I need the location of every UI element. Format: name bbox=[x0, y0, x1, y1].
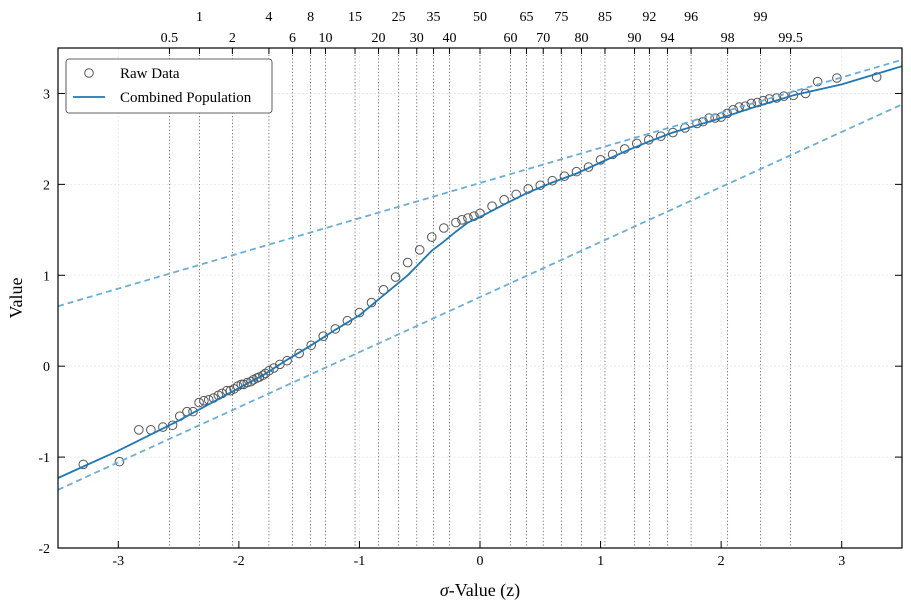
top-percentile-label-upper: 35 bbox=[427, 10, 441, 25]
raw-data-point bbox=[583, 162, 594, 172]
legend: Raw Data Combined Population bbox=[65, 58, 273, 114]
y-axis-title: Value bbox=[6, 277, 26, 318]
top-percentile-label-lower: 0.5 bbox=[161, 31, 179, 46]
x-axis-title-symbol: σ bbox=[440, 580, 450, 600]
raw-data-point bbox=[199, 395, 209, 406]
top-percentile-label-lower: 80 bbox=[574, 31, 588, 46]
top-percentile-label-lower: 30 bbox=[410, 31, 424, 46]
raw-data-point bbox=[282, 355, 292, 366]
top-percentile-label-lower: 10 bbox=[318, 31, 332, 46]
y-tick-label: -2 bbox=[38, 542, 50, 557]
raw-data-point bbox=[318, 331, 329, 341]
raw-data-point bbox=[451, 217, 461, 228]
top-percentile-label-lower: 20 bbox=[372, 31, 386, 46]
combined-population-line bbox=[57, 65, 903, 479]
top-percentile-label-lower: 94 bbox=[660, 31, 674, 46]
raw-data-point bbox=[294, 348, 304, 359]
top-percentile-label-upper: 15 bbox=[348, 10, 362, 25]
confidence-bound-line bbox=[57, 58, 903, 308]
raw-data-point bbox=[668, 127, 678, 138]
y-tick-label: -1 bbox=[38, 451, 50, 466]
raw-data-point bbox=[631, 138, 642, 149]
confidence-bound-line bbox=[57, 103, 903, 491]
raw-data-point bbox=[390, 272, 401, 282]
raw-data-point bbox=[133, 425, 144, 435]
raw-data-point bbox=[439, 223, 449, 233]
legend-marker-raw-data bbox=[84, 68, 94, 78]
x-axis-title: σ-Value (z) bbox=[440, 580, 520, 601]
top-percentile-label-upper: 25 bbox=[392, 10, 406, 25]
raw-data-point bbox=[114, 456, 125, 467]
raw-data-point bbox=[264, 365, 274, 376]
top-percentile-label-upper: 8 bbox=[307, 10, 314, 25]
x-tick-label: -3 bbox=[112, 554, 124, 569]
legend-label: Combined Population bbox=[120, 90, 252, 106]
x-tick-label: -1 bbox=[354, 554, 366, 569]
x-tick-label: 2 bbox=[718, 554, 725, 569]
series-layer bbox=[57, 58, 903, 491]
top-percentile-label-upper: 92 bbox=[642, 10, 656, 25]
raw-data-point bbox=[812, 76, 823, 87]
y-tick-label: 2 bbox=[43, 178, 50, 193]
top-percentile-label-lower: 99.5 bbox=[778, 31, 803, 46]
y-tick-label: 3 bbox=[43, 87, 50, 102]
raw-data-point bbox=[306, 340, 317, 351]
raw-data-point bbox=[457, 215, 467, 225]
y-tick-label: 0 bbox=[43, 360, 50, 375]
x-tick-label: 0 bbox=[477, 554, 484, 569]
raw-data-point bbox=[402, 257, 413, 268]
raw-data-point bbox=[258, 370, 268, 381]
top-percentile-label-lower: 40 bbox=[442, 31, 456, 46]
x-axis-title-text: -Value (z) bbox=[449, 580, 520, 601]
raw-data-point bbox=[426, 232, 437, 242]
x-tick-label: 3 bbox=[838, 554, 845, 569]
raw-data-point bbox=[330, 324, 341, 334]
top-percentile-label-upper: 75 bbox=[554, 10, 568, 25]
top-percentile-label-lower: 2 bbox=[229, 31, 236, 46]
top-percentile-label-lower: 70 bbox=[536, 31, 550, 46]
axes-layer: 1 4 8 15 25 35 50 65 75 85 92 96 990.5 2 6 10 20 30 40 60 70… bbox=[6, 10, 903, 601]
top-percentile-label-upper: 1 bbox=[196, 10, 203, 25]
top-percentile-label-upper: 99 bbox=[753, 10, 767, 25]
top-percentile-label-lower: 60 bbox=[504, 31, 518, 46]
raw-data-point bbox=[242, 377, 253, 388]
y-tick-label: 1 bbox=[43, 269, 50, 284]
x-tick-label: -2 bbox=[233, 554, 245, 569]
raw-data-point bbox=[188, 406, 198, 417]
top-percentile-label-lower: 6 bbox=[289, 31, 296, 46]
top-percentile-label-upper: 4 bbox=[265, 10, 272, 25]
top-percentile-label-lower: 90 bbox=[628, 31, 642, 46]
legend-label: Raw Data bbox=[120, 66, 180, 82]
top-percentile-label-upper: 96 bbox=[684, 10, 698, 25]
legend-box bbox=[65, 58, 273, 114]
top-percentile-label-lower: 98 bbox=[721, 31, 735, 46]
top-percentile-label-upper: 65 bbox=[519, 10, 533, 25]
x-tick-label: 1 bbox=[597, 554, 604, 569]
raw-data-point bbox=[871, 72, 882, 82]
top-percentile-label-upper: 50 bbox=[473, 10, 487, 25]
raw-data-point bbox=[194, 397, 204, 408]
raw-data-point bbox=[414, 245, 425, 255]
top-percentile-label-upper: 85 bbox=[598, 10, 612, 25]
raw-data-point bbox=[788, 90, 799, 101]
